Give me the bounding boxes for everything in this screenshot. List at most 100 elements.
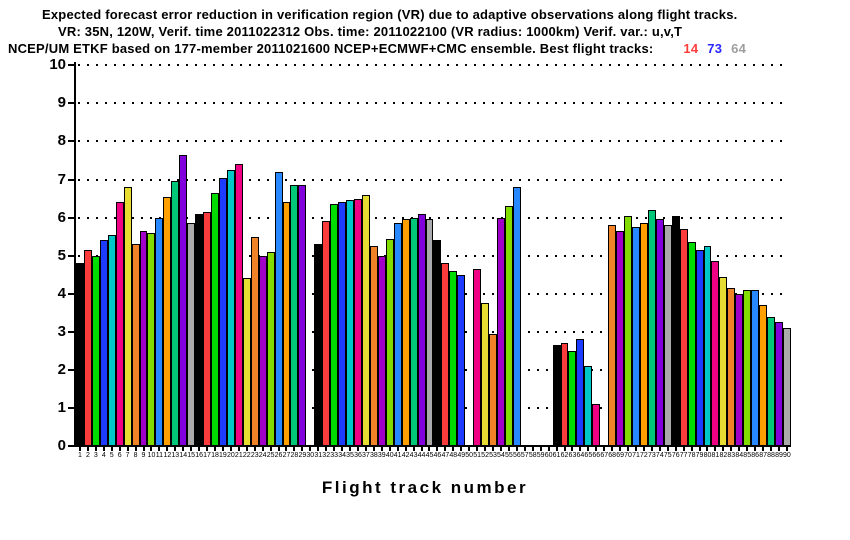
bar-track-5	[107, 234, 116, 446]
x-tick-label-32: 32	[322, 452, 331, 459]
bar-track-78	[687, 242, 696, 446]
x-tick-label-8: 8	[133, 452, 138, 459]
best-track-64: 64	[731, 41, 747, 56]
x-tick-label-58: 58	[528, 452, 537, 459]
x-tick-label-11: 11	[155, 452, 164, 459]
x-tick-26	[277, 447, 280, 451]
x-tick-87	[762, 447, 765, 451]
x-tick-label-87: 87	[759, 452, 767, 459]
x-tick-41	[396, 447, 399, 451]
x-tick-7	[126, 447, 129, 451]
x-tick-12	[166, 447, 169, 451]
bar-track-61	[552, 345, 561, 446]
x-tick-label-54: 54	[497, 452, 505, 459]
bar-track-2	[83, 249, 92, 446]
x-tick-75	[666, 447, 669, 451]
x-tick-label-24: 24	[258, 452, 267, 459]
x-tick-19	[221, 447, 224, 451]
bar-track-55	[504, 206, 513, 446]
bar-track-73	[647, 209, 656, 446]
x-tick-53	[492, 447, 495, 451]
x-tick-15	[190, 447, 193, 451]
bar-track-42	[401, 219, 410, 446]
x-tick-36	[356, 447, 359, 451]
x-tick-label-6: 6	[117, 452, 122, 459]
x-tick-label-51: 51	[473, 452, 482, 459]
x-tick-85	[746, 447, 749, 451]
x-tick-label-68: 68	[608, 452, 617, 459]
gridline-y9	[78, 102, 788, 105]
x-tick-label-56: 56	[512, 452, 521, 459]
x-tick-30	[309, 447, 312, 451]
x-tick-89	[777, 447, 780, 451]
x-tick-label-70: 70	[624, 452, 632, 459]
y-tick-label-9: 9	[57, 94, 66, 112]
x-tick-42	[404, 447, 407, 451]
x-tick-label-62: 62	[560, 452, 569, 459]
x-tick-71	[635, 447, 637, 451]
bar-track-38	[369, 246, 378, 446]
x-tick-label-5: 5	[109, 452, 114, 459]
x-tick-66	[595, 447, 598, 451]
x-tick-label-31: 31	[314, 452, 323, 459]
x-tick-label-17: 17	[203, 452, 211, 459]
bar-track-45	[425, 219, 434, 446]
x-tick-label-85: 85	[743, 452, 752, 459]
x-tick-88	[770, 447, 773, 451]
x-tick-73	[650, 447, 653, 451]
bar-track-4	[99, 240, 108, 446]
x-tick-14	[182, 447, 185, 451]
bar-track-75	[663, 225, 672, 446]
x-tick-9	[142, 447, 145, 451]
bar-track-7	[123, 187, 132, 446]
bar-track-19	[218, 177, 227, 446]
y-tick-8	[68, 140, 76, 143]
x-tick-76	[674, 447, 677, 451]
y-tick-label-2: 2	[57, 360, 66, 378]
x-tick-label-7: 7	[125, 452, 130, 459]
x-tick-label-81: 81	[711, 452, 720, 459]
x-tick-label-69: 69	[616, 452, 624, 459]
gridline-y7	[78, 178, 788, 181]
bar-track-48	[449, 270, 458, 446]
x-tick-24	[261, 447, 264, 451]
x-axis-line	[74, 445, 791, 447]
best-track-73: 73	[707, 41, 723, 56]
x-tick-6	[118, 447, 121, 451]
x-tick-label-67: 67	[600, 452, 609, 459]
x-tick-51	[476, 447, 479, 451]
bar-track-1	[76, 263, 84, 446]
gridline-y10	[78, 64, 788, 67]
x-tick-70	[627, 447, 630, 451]
y-tick-label-0: 0	[57, 437, 66, 454]
x-tick-46	[436, 447, 439, 451]
bar-track-63	[568, 350, 577, 446]
bar-track-40	[385, 238, 394, 446]
x-tick-label-36: 36	[354, 452, 362, 459]
chart-title-line3-text: NCEP/UM ETKF based on 177-member 2011021…	[8, 41, 654, 56]
x-tick-13	[174, 447, 177, 451]
x-tick-label-78: 78	[687, 452, 696, 459]
x-tick-label-37: 37	[362, 452, 370, 459]
x-tick-label-73: 73	[647, 452, 656, 459]
x-tick-label-44: 44	[417, 452, 426, 459]
x-tick-label-45: 45	[425, 452, 434, 459]
x-tick-label-22: 22	[242, 452, 251, 459]
y-tick-3	[68, 330, 76, 333]
y-axis-line	[74, 62, 76, 447]
x-tick-label-66: 66	[592, 452, 601, 459]
y-tick-0	[68, 445, 76, 447]
x-tick-label-53: 53	[489, 452, 497, 459]
x-tick-39	[380, 447, 383, 451]
bar-track-21	[234, 164, 243, 446]
y-tick-label-10: 10	[49, 56, 66, 74]
bar-track-54	[496, 217, 505, 446]
x-tick-82	[722, 447, 725, 451]
x-tick-34	[341, 447, 344, 451]
bar-track-70	[624, 215, 633, 446]
x-tick-label-38: 38	[369, 452, 378, 459]
y-tick-label-5: 5	[57, 246, 66, 264]
x-tick-44	[420, 447, 423, 451]
bar-track-8	[131, 244, 140, 446]
bar-track-33	[330, 204, 339, 446]
